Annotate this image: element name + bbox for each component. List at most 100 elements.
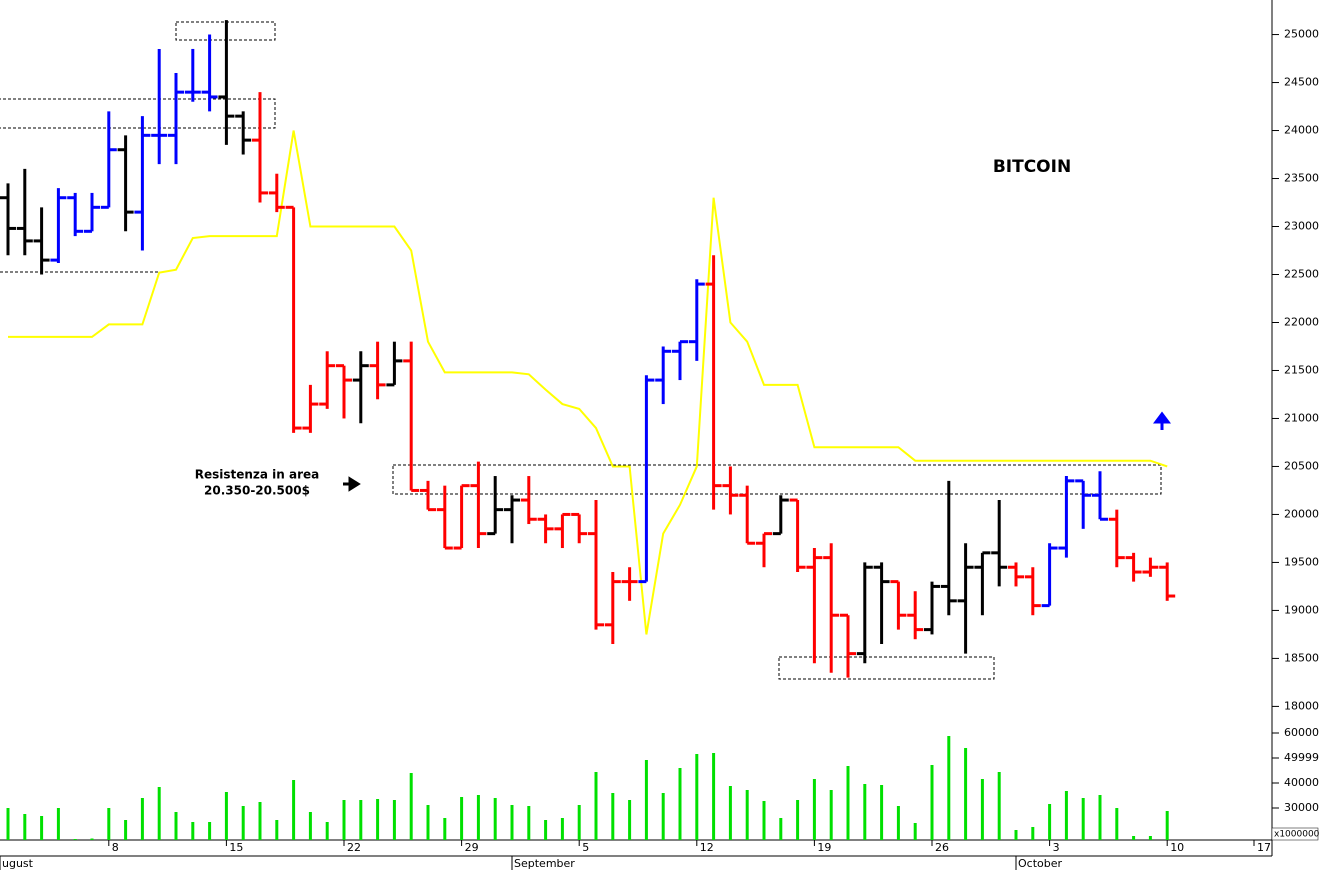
volume-bar [342,800,346,840]
x-tick-label: 5 [582,841,589,854]
volume-bar [594,772,598,840]
volume-bar [107,808,111,840]
volume-bar [628,800,632,840]
volume-bar [23,814,27,840]
x-tick-label: 10 [1170,841,1184,854]
unit-label: x1000000 [1274,830,1320,840]
y-tick-label: 19500 [1284,555,1319,568]
zone-box [778,656,995,680]
volume-bar [1132,836,1136,840]
volume-bar [325,822,329,840]
x-tick-label: 26 [935,841,949,854]
y-tick-label: 24000 [1284,124,1319,137]
y-tick-label: 24500 [1284,76,1319,89]
month-label: September [514,857,575,870]
volume-bar [376,799,380,840]
x-tick-label: 22 [347,841,361,854]
month-label: ugust [2,857,34,870]
volume-bar [796,800,800,840]
volume-bar [896,806,900,840]
unit-box [1271,827,1319,841]
y-tick-label: 23000 [1284,220,1319,233]
y-tick-label: 19000 [1284,603,1319,616]
x-tick-label: 29 [465,841,479,854]
volume-bar [510,805,514,840]
volume-bar [880,785,884,840]
y-tick-label: 21000 [1284,411,1319,424]
volume-bar [73,839,77,840]
volume-bar [812,779,816,840]
volume-bar [308,812,312,840]
volume-bar [745,790,749,840]
volume-bar [6,808,10,840]
volume-bar [224,792,228,840]
volume-bar [1031,827,1035,840]
volume-bar [124,820,128,840]
arrow [1153,411,1171,430]
volume-bar [577,805,581,840]
volume-bar [241,806,245,840]
volume-bar [476,795,480,840]
volume-bar [964,748,968,840]
volume-bar [392,800,396,840]
volume-bar [174,812,178,840]
volume-bar [980,779,984,840]
y-tick-label: 21500 [1284,363,1319,376]
volume-bar [611,793,615,840]
y-tick-label: 18000 [1284,699,1319,712]
volume-bar [157,787,161,840]
annotation: Resistenza in area [195,468,320,482]
volume-bar [846,766,850,840]
x-tick-label: 19 [817,841,831,854]
zone-box [392,464,1162,495]
volume-bar [829,790,833,840]
volume-bar [426,805,430,840]
x-tick-label: 3 [1053,841,1060,854]
volume-bar [779,818,783,840]
zone-box [0,98,276,129]
volume-bar [140,798,144,840]
volume-bar [1098,795,1102,840]
volume-bar [443,818,447,840]
volume-bar [678,768,682,840]
volume-bar [191,822,195,840]
volume-bar [1048,804,1052,840]
month-label: October [1018,857,1062,870]
volume-bar [90,838,94,840]
volume-bar [695,754,699,840]
volume-bar [544,820,548,840]
x-tick-label: 8 [112,841,119,854]
y-tick-label: 40000 [1284,776,1319,789]
annotation: 20.350-20.500$ [204,484,310,498]
volume-bar [359,800,363,840]
volume-bar [863,784,867,840]
volume-bar [762,801,766,840]
volume-bar [1064,791,1068,840]
indicator-line [8,130,1168,635]
volume-bar [275,820,279,840]
volume-bar [644,760,648,840]
y-tick-label: 22000 [1284,315,1319,328]
arrow [343,476,361,492]
volume-bar [292,780,296,840]
y-tick-label: 25000 [1284,28,1319,41]
volume-bar [208,822,212,840]
volume-bar [1115,808,1119,840]
volume-bar [947,736,951,840]
volume-bar [913,823,917,840]
volume-bar [1165,811,1169,840]
volume-bar [56,808,60,840]
volume-bar [409,773,413,840]
y-tick-label: 49999 [1284,751,1319,764]
volume-bar [460,797,464,840]
y-tick-label: 60000 [1284,726,1319,739]
volume-bar [1081,798,1085,840]
y-tick-label: 23500 [1284,172,1319,185]
volume-bar [1148,836,1152,840]
volume-bar [997,772,1001,840]
volume-bar [930,765,934,840]
volume-bar [661,793,665,840]
x-tick-label: 15 [229,841,243,854]
x-tick-label: 12 [700,841,714,854]
